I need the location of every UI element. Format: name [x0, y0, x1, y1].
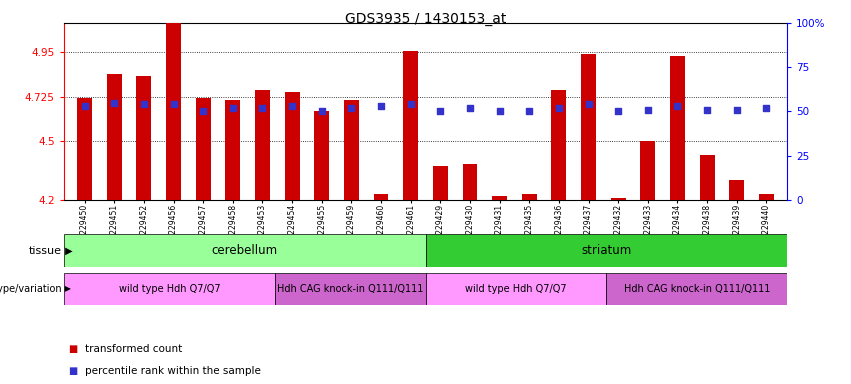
Point: [197, 108, 210, 114]
Point: [671, 103, 684, 109]
Point: [315, 108, 328, 114]
Point: [641, 106, 654, 113]
Text: ▶: ▶: [62, 245, 72, 256]
Point: [374, 103, 388, 109]
Bar: [729, 180, 744, 200]
Bar: [522, 194, 537, 200]
Point: [493, 108, 506, 114]
Bar: [551, 90, 566, 200]
Point: [730, 106, 744, 113]
Point: [255, 105, 269, 111]
Bar: [166, 23, 181, 200]
Text: transformed count: transformed count: [85, 344, 182, 354]
Bar: [611, 198, 625, 200]
Bar: [463, 164, 477, 200]
Bar: [492, 196, 507, 200]
Point: [611, 108, 625, 114]
Text: genotype/variation: genotype/variation: [0, 284, 62, 294]
Bar: [107, 74, 122, 200]
Point: [107, 99, 121, 106]
Bar: [581, 55, 596, 200]
Bar: [77, 98, 92, 200]
Text: wild type Hdh Q7/Q7: wild type Hdh Q7/Q7: [465, 284, 567, 294]
Bar: [374, 194, 388, 200]
Bar: [759, 194, 774, 200]
Text: ■: ■: [68, 366, 77, 376]
Bar: [700, 154, 715, 200]
Bar: [226, 99, 240, 200]
Bar: [136, 76, 151, 200]
Text: ▶: ▶: [62, 285, 71, 293]
Point: [582, 101, 596, 108]
Bar: [641, 141, 655, 200]
Point: [226, 105, 240, 111]
Point: [137, 101, 151, 108]
Point: [552, 105, 566, 111]
Bar: [426, 234, 787, 267]
Point: [77, 103, 91, 109]
Point: [523, 108, 536, 114]
Point: [285, 103, 299, 109]
Bar: [344, 99, 359, 200]
Bar: [285, 92, 300, 200]
Text: Hdh CAG knock-in Q111/Q111: Hdh CAG knock-in Q111/Q111: [277, 284, 423, 294]
Bar: [433, 166, 448, 200]
Bar: [64, 234, 426, 267]
Point: [463, 105, 477, 111]
Point: [167, 101, 180, 108]
Bar: [670, 56, 685, 200]
Text: striatum: striatum: [581, 244, 631, 257]
Bar: [426, 273, 606, 305]
Point: [433, 108, 447, 114]
Point: [404, 101, 418, 108]
Bar: [607, 273, 787, 305]
Bar: [196, 98, 210, 200]
Bar: [403, 51, 418, 200]
Bar: [255, 90, 270, 200]
Text: Hdh CAG knock-in Q111/Q111: Hdh CAG knock-in Q111/Q111: [624, 284, 770, 294]
Text: tissue: tissue: [29, 245, 62, 256]
Text: ■: ■: [68, 344, 77, 354]
Text: wild type Hdh Q7/Q7: wild type Hdh Q7/Q7: [118, 284, 220, 294]
Point: [700, 106, 714, 113]
Point: [345, 105, 358, 111]
Point: [760, 105, 774, 111]
Bar: [314, 111, 329, 200]
Text: percentile rank within the sample: percentile rank within the sample: [85, 366, 261, 376]
Text: GDS3935 / 1430153_at: GDS3935 / 1430153_at: [345, 12, 506, 25]
Text: cerebellum: cerebellum: [212, 244, 277, 257]
Bar: [64, 273, 275, 305]
Bar: [275, 273, 426, 305]
